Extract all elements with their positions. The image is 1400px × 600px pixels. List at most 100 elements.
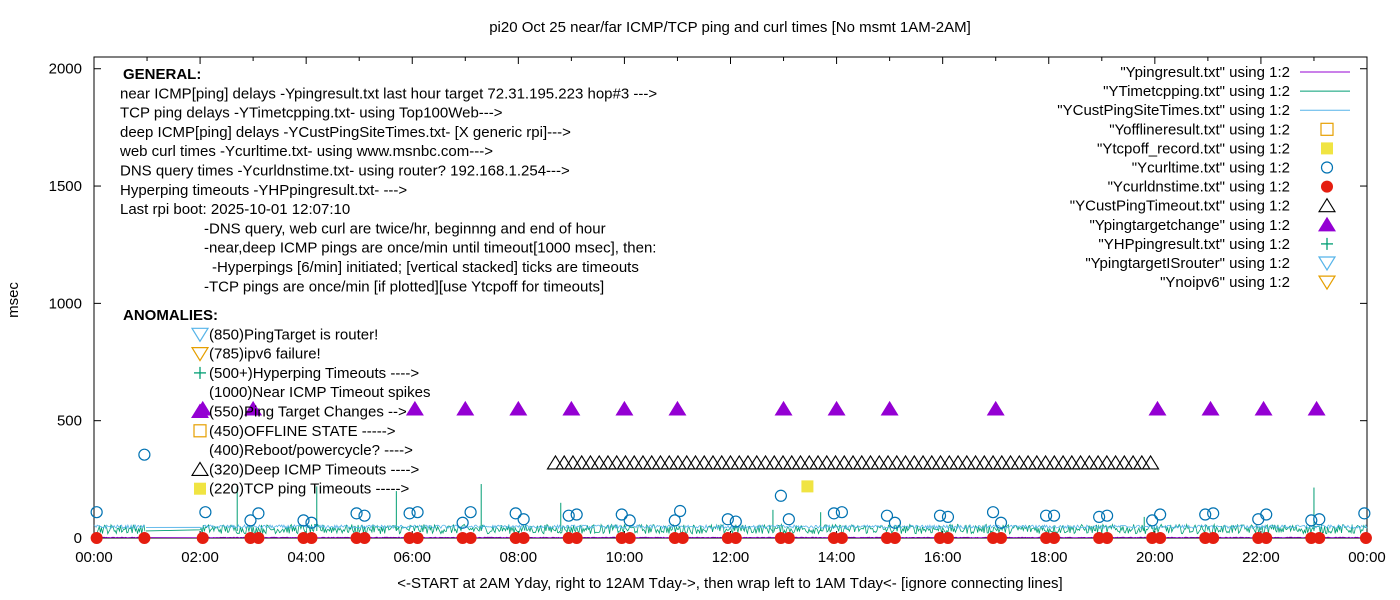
annotation-heading: ANOMALIES: bbox=[123, 307, 218, 324]
data-point bbox=[607, 454, 626, 470]
data-point bbox=[1358, 507, 1371, 520]
data-point bbox=[852, 454, 871, 470]
data-layer bbox=[90, 400, 1372, 544]
annotation-text: Last rpi boot: 2025-10-01 12:07:10 bbox=[120, 201, 350, 218]
x-tick-label: 06:00 bbox=[393, 549, 431, 566]
data-point bbox=[456, 516, 469, 529]
data-point bbox=[835, 506, 848, 519]
legend-label: "Ypingtargetchange" using 1:2 bbox=[1089, 217, 1290, 234]
annotation-text: (850)PingTarget is router! bbox=[209, 326, 378, 343]
data-point bbox=[801, 480, 814, 493]
data-point bbox=[1313, 513, 1326, 526]
y-tick-label: 0 bbox=[74, 530, 82, 547]
x-tick-label: 16:00 bbox=[924, 549, 962, 566]
annotation-marker bbox=[193, 424, 207, 438]
data-point bbox=[358, 532, 371, 544]
data-point bbox=[668, 514, 681, 527]
data-point bbox=[1115, 454, 1134, 470]
data-point bbox=[411, 532, 424, 544]
data-point bbox=[623, 532, 636, 544]
legend-label: "YCustPingSiteTimes.txt" using 1:2 bbox=[1057, 102, 1290, 119]
data-point bbox=[880, 400, 899, 416]
data-point bbox=[244, 514, 257, 527]
annotation-text: (450)OFFLINE STATE -----> bbox=[209, 423, 396, 440]
data-point bbox=[1010, 454, 1029, 470]
data-point bbox=[509, 400, 528, 416]
data-point bbox=[668, 400, 687, 416]
data-point bbox=[1305, 514, 1318, 527]
data-point bbox=[747, 454, 766, 470]
legend: "Ypingresult.txt" using 1:2 "YTimetcpping… bbox=[1057, 64, 1350, 291]
data-point bbox=[199, 506, 212, 519]
data-point bbox=[984, 454, 1003, 470]
annotation-marker bbox=[190, 347, 210, 362]
data-point bbox=[616, 454, 635, 470]
legend-swatch bbox=[1318, 197, 1336, 213]
data-point bbox=[252, 532, 265, 544]
annotation-marker bbox=[191, 403, 209, 419]
x-tick-label: 22:00 bbox=[1242, 549, 1280, 566]
data-point bbox=[1154, 532, 1167, 544]
legend-label: "Yofflineresult.txt" using 1:2 bbox=[1109, 121, 1290, 138]
legend-label: "YTimetcpping.txt" using 1:2 bbox=[1103, 83, 1290, 100]
data-point bbox=[411, 506, 424, 519]
data-point bbox=[244, 400, 263, 416]
data-point bbox=[138, 448, 151, 461]
y-tick-label: 500 bbox=[57, 413, 82, 430]
x-tick-label: 08:00 bbox=[500, 549, 538, 566]
data-point bbox=[546, 454, 565, 470]
annotation-text: near ICMP[ping] delays -Ypingresult.txt … bbox=[120, 85, 657, 102]
y-tick-label: 1000 bbox=[49, 295, 82, 312]
data-point bbox=[730, 454, 749, 470]
data-point bbox=[1260, 508, 1273, 521]
data-point bbox=[350, 507, 363, 520]
x-tick-label: 14:00 bbox=[818, 549, 856, 566]
x-axis-label: <-START at 2AM Yday, right to 12AM Tday-… bbox=[397, 575, 1062, 592]
legend-label: "Ypingresult.txt" using 1:2 bbox=[1120, 64, 1290, 81]
data-point bbox=[581, 454, 600, 470]
data-point bbox=[196, 532, 209, 544]
data-point bbox=[949, 454, 968, 470]
data-point bbox=[90, 506, 103, 519]
data-point bbox=[940, 454, 959, 470]
annotation-text: TCP ping delays -YTimetcpping.txt- using… bbox=[120, 105, 503, 122]
data-point bbox=[138, 532, 151, 544]
data-point bbox=[590, 454, 609, 470]
y-tick-label: 1500 bbox=[49, 178, 82, 195]
series-line-2 bbox=[93, 523, 1368, 530]
data-point bbox=[1207, 532, 1220, 544]
data-point bbox=[674, 504, 687, 518]
data-point bbox=[1101, 532, 1114, 544]
legend-swatch bbox=[1317, 275, 1337, 291]
data-point bbox=[625, 454, 644, 470]
data-point bbox=[817, 454, 836, 470]
data-point bbox=[774, 454, 792, 470]
data-point bbox=[570, 508, 583, 521]
data-point bbox=[782, 513, 795, 526]
data-point bbox=[1146, 514, 1159, 527]
data-point bbox=[615, 400, 634, 416]
data-point bbox=[1132, 454, 1151, 470]
data-point bbox=[642, 454, 661, 470]
legend-swatch bbox=[1321, 142, 1333, 155]
annotation-text: (500+)Hyperping Timeouts ----> bbox=[209, 365, 419, 382]
data-point bbox=[782, 532, 795, 544]
data-point bbox=[774, 489, 787, 502]
data-point bbox=[669, 454, 687, 470]
data-point bbox=[721, 454, 740, 470]
annotation-text: web curl times -Ycurltime.txt- using www… bbox=[119, 143, 493, 160]
data-point bbox=[966, 454, 985, 470]
annotation-text: -DNS query, web curl are twice/hr, begin… bbox=[204, 220, 606, 237]
data-point bbox=[739, 454, 757, 470]
data-point bbox=[712, 454, 731, 470]
data-point bbox=[1036, 454, 1055, 470]
data-point bbox=[1071, 454, 1090, 470]
data-point bbox=[676, 532, 689, 544]
data-point bbox=[844, 454, 863, 470]
data-point bbox=[992, 454, 1011, 470]
data-point bbox=[1207, 507, 1220, 520]
chart-title: pi20 Oct 25 near/far ICMP/TCP ping and c… bbox=[489, 19, 971, 36]
legend-label: "Ynoipv6" using 1:2 bbox=[1160, 274, 1290, 291]
data-point bbox=[1148, 400, 1167, 416]
data-point bbox=[1106, 454, 1125, 470]
